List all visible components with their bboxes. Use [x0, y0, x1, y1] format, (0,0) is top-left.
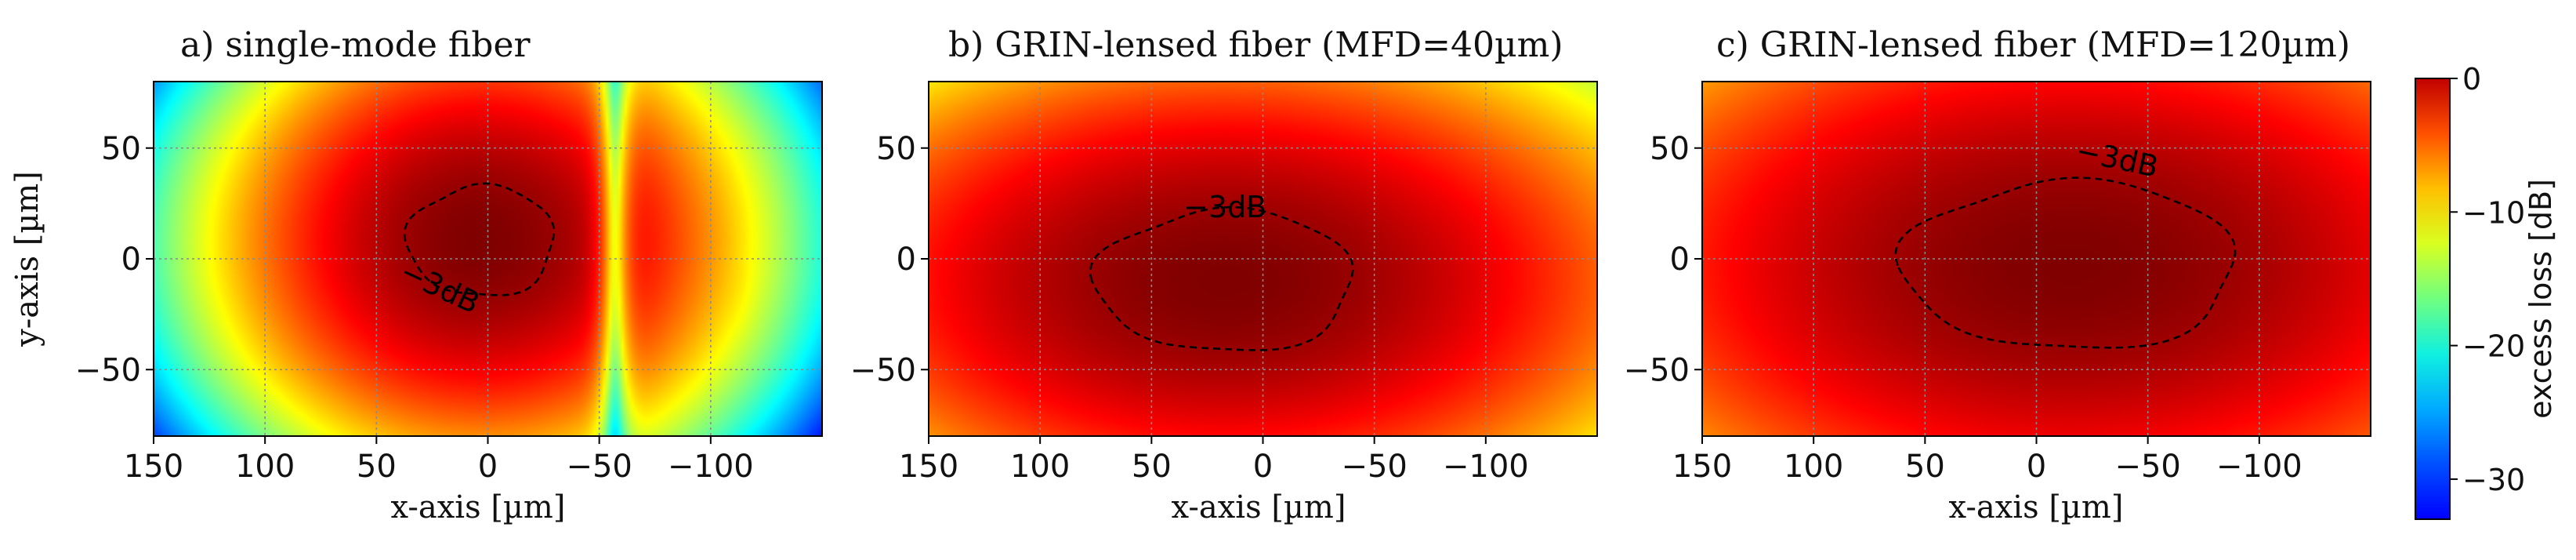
- panel-b: b) GRIN-lensed fiber (MFD=40µm) −3dB 150…: [850, 25, 1598, 525]
- y-tick-label: −50: [1624, 352, 1690, 388]
- panel-b-title: b) GRIN-lensed fiber (MFD=40µm): [948, 25, 1563, 65]
- x-tick-label: 150: [124, 449, 183, 485]
- y-tick-label: 50: [1650, 131, 1690, 167]
- x-tick-label: 100: [1784, 449, 1843, 485]
- panel-b-axes: 150 100 50 0 −50 −100 50 0 −50: [850, 81, 1598, 485]
- x-tick-label: −100: [2216, 449, 2302, 485]
- x-tick-label: 150: [899, 449, 958, 485]
- panel-c-xlabel: x-axis [µm]: [1949, 489, 2124, 525]
- contour-label: −3dB: [1183, 190, 1266, 224]
- y-tick-label: 50: [876, 131, 916, 167]
- colorbar-tick-label: −30: [2462, 463, 2525, 497]
- x-tick-label: 50: [357, 449, 397, 485]
- contour-line: [403, 182, 555, 296]
- x-tick-label: 100: [1010, 449, 1070, 485]
- panel-c: c) GRIN-lensed fiber (MFD=120µm) −3dB 15…: [1624, 25, 2371, 525]
- panel-a-grid: [154, 82, 822, 436]
- panel-c-title: c) GRIN-lensed fiber (MFD=120µm): [1716, 25, 2350, 65]
- panel-a-xlabel: x-axis [µm]: [391, 489, 566, 525]
- panel-c-axes: 150 100 50 0 −50 −100 50 0 −50: [1624, 81, 2371, 485]
- colorbar-tick-label: −20: [2462, 329, 2525, 364]
- x-tick-label: −50: [2114, 449, 2180, 485]
- y-tick-label: 0: [121, 242, 141, 278]
- panel-a-ylabel: y-axis [µm]: [9, 171, 45, 347]
- contour-line: [1089, 205, 1354, 351]
- contour-line: [1894, 176, 2237, 349]
- x-tick-label: −100: [668, 449, 754, 485]
- y-tick-label: −50: [850, 352, 916, 388]
- colorbar-label: excess loss [dB]: [2523, 179, 2558, 419]
- panel-b-contour: −3dB: [1089, 190, 1354, 351]
- panel-c-grid: [1702, 82, 2371, 436]
- colorbar-gradient: [2415, 78, 2451, 520]
- x-tick-label: 150: [1672, 449, 1732, 485]
- x-tick-label: 50: [1905, 449, 1945, 485]
- x-tick-label: 100: [235, 449, 295, 485]
- colorbar-tick-label: −10: [2462, 195, 2525, 230]
- x-tick-label: 50: [1132, 449, 1172, 485]
- panel-a: a) single-mode fiber −3dB 150 100 50 0 −50 −1…: [9, 25, 823, 525]
- x-tick-label: 0: [1253, 449, 1273, 485]
- x-tick-label: 0: [2027, 449, 2046, 485]
- panel-b-xlabel: x-axis [µm]: [1172, 489, 1346, 525]
- colorbar-tick-label: 0: [2462, 62, 2481, 96]
- y-tick-label: 50: [101, 131, 141, 167]
- y-tick-label: 0: [897, 242, 916, 278]
- x-tick-label: −50: [566, 449, 632, 485]
- x-tick-label: 0: [478, 449, 498, 485]
- colorbar: 0 −10 −20 −30 excess loss [dB]: [2415, 62, 2558, 520]
- x-tick-label: −100: [1443, 449, 1529, 485]
- y-tick-label: −50: [75, 352, 141, 388]
- y-tick-label: 0: [1670, 242, 1690, 278]
- panel-a-title: a) single-mode fiber: [180, 25, 531, 65]
- x-tick-label: −50: [1341, 449, 1407, 485]
- panel-b-grid: [929, 82, 1597, 436]
- panel-a-axes: 150 100 50 0 −50 −100 50 0 −50: [75, 81, 823, 485]
- colorbar-ticks: 0 −10 −20 −30: [2450, 62, 2525, 497]
